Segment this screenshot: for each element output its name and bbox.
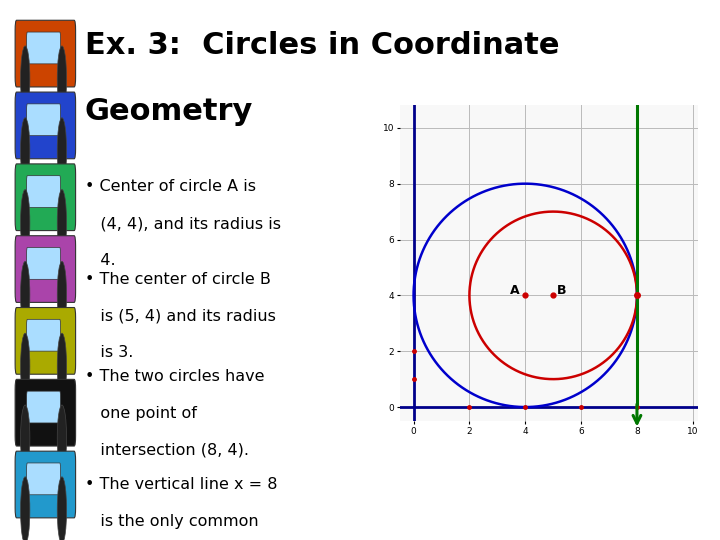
FancyBboxPatch shape bbox=[15, 92, 76, 159]
Text: A: A bbox=[510, 284, 520, 297]
Text: • The two circles have: • The two circles have bbox=[85, 369, 264, 384]
FancyBboxPatch shape bbox=[27, 32, 60, 64]
Circle shape bbox=[21, 46, 30, 113]
Circle shape bbox=[58, 46, 67, 113]
Circle shape bbox=[21, 261, 30, 328]
Text: Geometry: Geometry bbox=[85, 97, 253, 126]
FancyBboxPatch shape bbox=[15, 379, 76, 446]
FancyBboxPatch shape bbox=[27, 104, 60, 136]
Text: • Center of circle A is: • Center of circle A is bbox=[85, 179, 256, 194]
FancyBboxPatch shape bbox=[15, 235, 76, 302]
Text: intersection (8, 4).: intersection (8, 4). bbox=[85, 443, 249, 458]
Circle shape bbox=[21, 333, 30, 400]
Text: • The center of circle B: • The center of circle B bbox=[85, 272, 271, 287]
Text: 4.: 4. bbox=[85, 253, 116, 268]
FancyBboxPatch shape bbox=[27, 463, 60, 495]
Circle shape bbox=[58, 190, 67, 256]
FancyBboxPatch shape bbox=[15, 308, 76, 374]
Circle shape bbox=[58, 477, 67, 540]
FancyBboxPatch shape bbox=[27, 247, 60, 279]
Text: is the only common: is the only common bbox=[85, 514, 258, 529]
Circle shape bbox=[58, 118, 67, 184]
FancyBboxPatch shape bbox=[27, 319, 60, 351]
FancyBboxPatch shape bbox=[15, 451, 76, 518]
Circle shape bbox=[21, 118, 30, 184]
Text: one point of: one point of bbox=[85, 406, 197, 421]
Text: B: B bbox=[557, 284, 566, 297]
Circle shape bbox=[21, 190, 30, 256]
FancyBboxPatch shape bbox=[15, 20, 76, 87]
Text: Ex. 3:  Circles in Coordinate: Ex. 3: Circles in Coordinate bbox=[85, 30, 559, 59]
FancyBboxPatch shape bbox=[15, 164, 76, 231]
Text: is 3.: is 3. bbox=[85, 346, 133, 361]
Circle shape bbox=[58, 405, 67, 472]
FancyBboxPatch shape bbox=[27, 391, 60, 423]
Circle shape bbox=[58, 333, 67, 400]
FancyBboxPatch shape bbox=[27, 176, 60, 207]
Text: (4, 4), and its radius is: (4, 4), and its radius is bbox=[85, 216, 281, 231]
Text: is (5, 4) and its radius: is (5, 4) and its radius bbox=[85, 308, 276, 323]
Circle shape bbox=[21, 405, 30, 472]
Circle shape bbox=[58, 261, 67, 328]
Circle shape bbox=[21, 477, 30, 540]
Text: • The vertical line x = 8: • The vertical line x = 8 bbox=[85, 477, 277, 492]
